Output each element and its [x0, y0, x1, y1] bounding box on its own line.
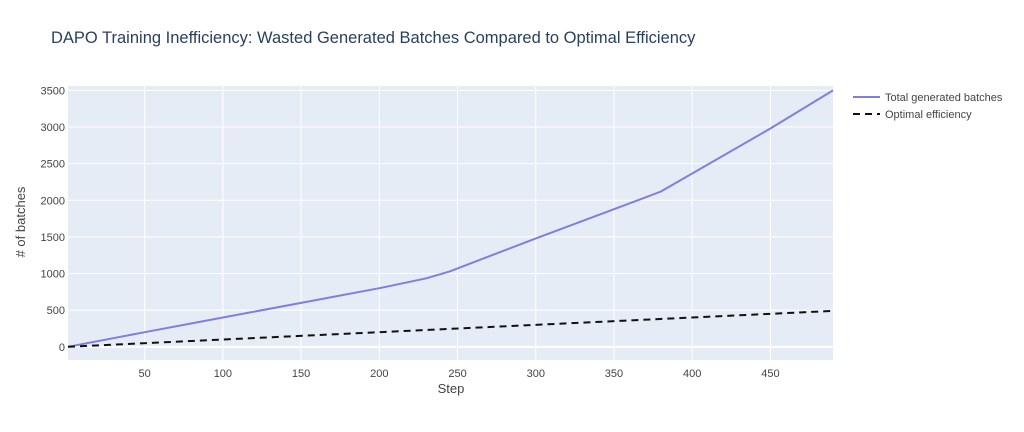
y-tick-label-2500: 2500: [41, 159, 65, 171]
legend: Total generated batches Optimal efficien…: [853, 92, 1003, 121]
y-gridlines: [68, 89, 833, 348]
y-tick-label-0: 0: [59, 342, 65, 354]
plot-area: [68, 86, 833, 360]
chart-title: DAPO Training Inefficiency: Wasted Gener…: [51, 29, 696, 47]
legend-label-optimal-efficiency: Optimal efficiency: [885, 109, 972, 121]
x-gridlines: [144, 86, 771, 360]
x-tick-label-100: 100: [214, 368, 232, 380]
x-tick-label-50: 50: [139, 368, 151, 380]
x-tick-labels: 50 100 150 200 250 300 350 400 450: [139, 368, 780, 380]
y-tick-label-1000: 1000: [41, 269, 65, 281]
y-tick-labels: 0 500 1000 1500 2000 2500 3000 3500: [41, 85, 65, 353]
x-tick-label-200: 200: [370, 368, 388, 380]
x-axis-label: Step: [438, 381, 465, 396]
y-tick-label-2000: 2000: [41, 195, 65, 207]
x-tick-label-300: 300: [527, 368, 545, 380]
series-line-optimal-efficiency: [67, 309, 834, 348]
y-axis-label: # of batches: [13, 186, 28, 257]
legend-label-total-generated-batches: Total generated batches: [885, 92, 1003, 104]
y-tick-label-1500: 1500: [41, 232, 65, 244]
y-tick-label-3000: 3000: [41, 122, 65, 134]
x-tick-label-400: 400: [683, 368, 701, 380]
x-tick-label-450: 450: [761, 368, 779, 380]
y-tick-label-3500: 3500: [41, 85, 65, 97]
x-tick-label-150: 150: [292, 368, 310, 380]
legend-item-total-generated-batches[interactable]: Total generated batches: [853, 92, 1003, 104]
series-layer: [67, 89, 834, 348]
x-tick-label-250: 250: [448, 368, 466, 380]
series-line-total-generated-batches: [67, 89, 834, 348]
y-tick-label-500: 500: [47, 305, 65, 317]
legend-item-optimal-efficiency[interactable]: Optimal efficiency: [853, 109, 972, 121]
x-tick-label-350: 350: [605, 368, 623, 380]
